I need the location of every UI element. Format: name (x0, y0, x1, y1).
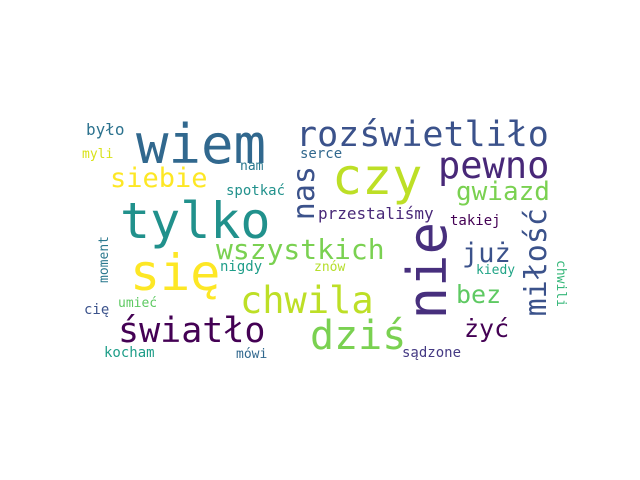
word-czy: czy (332, 148, 423, 206)
word-chwili: chwili (553, 260, 568, 307)
word-rozswietlilo: rozświetliło (296, 115, 549, 155)
word-kiedy: kiedy (476, 263, 516, 278)
word-moment: moment (97, 236, 112, 283)
word-nigdy: nigdy (220, 259, 263, 275)
word-milosc: miłość (519, 208, 554, 317)
word-cie: cię (84, 302, 110, 318)
word-sadzone: sądzone (402, 345, 462, 361)
word-swiatlo: światło (118, 311, 266, 351)
word-takiej: takiej (450, 213, 501, 229)
word-myli: myli (82, 147, 114, 162)
word-nam: nam (240, 159, 264, 174)
word-bylo: było (86, 120, 125, 139)
word-sie: się (130, 244, 221, 302)
word-pewno: pewno (438, 144, 550, 187)
word-dzis: dziś (310, 313, 407, 359)
word-serce: serce (300, 146, 343, 162)
word-tylko: tylko (120, 192, 271, 250)
word-nie: nie (396, 222, 459, 320)
word-spotkac: spotkać (226, 183, 286, 199)
word-chwila: chwila (240, 279, 374, 322)
word-wiem: wiem (136, 113, 267, 176)
word-umiec: umieć (118, 296, 158, 311)
word-mowi: mówi (236, 347, 268, 362)
word-kocham: kocham (104, 345, 155, 361)
word-bez: bez (456, 280, 502, 309)
word-przestalismy: przestaliśmy (318, 204, 434, 223)
word-gwiazd: gwiazd (456, 177, 550, 207)
word-zyc: żyć (464, 314, 510, 343)
word-cloud: wiem rozświetliło czy pewno siebie nas g… (80, 104, 568, 374)
word-siebie: siebie (110, 163, 208, 194)
word-nas: nas (287, 166, 322, 221)
word-znow: znów (314, 260, 346, 275)
word-juz: już (462, 238, 511, 269)
word-wszystkich: wszystkich (216, 233, 385, 266)
